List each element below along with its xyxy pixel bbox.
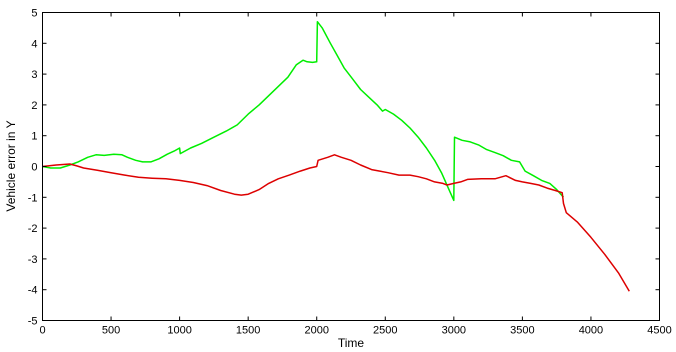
series-layer (42, 20, 630, 292)
y-tick-label: 4 (31, 38, 37, 50)
x-tick-label: 0 (39, 325, 45, 337)
x-tick-label: 4000 (579, 325, 603, 337)
series-line-2 (42, 154, 630, 292)
y-tick-label: 1 (31, 131, 37, 143)
y-tick-label: -1 (28, 192, 38, 204)
tick-layer: 0 500 1000 1500 2000 2500 3000 3500 4000 4500 -5 -4… (28, 8, 672, 337)
y-tick-label: 2 (31, 100, 37, 112)
series-line-1 (42, 20, 565, 202)
x-tick-label: 1000 (167, 325, 191, 337)
y-axis-title: Vehicle error in Y (4, 120, 18, 211)
x-tick-label: 1500 (236, 325, 260, 337)
y-tick-label: 5 (31, 8, 37, 20)
x-tick-label: 2500 (373, 325, 397, 337)
y-tick-label: 3 (31, 69, 37, 81)
x-tick-label: 500 (102, 325, 120, 337)
y-tick-label: -3 (28, 254, 38, 266)
plot-frame (42, 12, 660, 321)
x-tick-label: 3000 (442, 325, 466, 337)
x-tick-label: 3500 (510, 325, 534, 337)
x-tick-label: 2000 (304, 325, 328, 337)
y-tick-label: -2 (28, 223, 38, 235)
x-axis-title: Time (338, 336, 365, 350)
y-tick-label: -4 (28, 285, 38, 297)
x-tick-label: 4500 (647, 325, 671, 337)
y-tick-label: -5 (28, 316, 38, 328)
y-tick-label: 0 (31, 162, 37, 174)
